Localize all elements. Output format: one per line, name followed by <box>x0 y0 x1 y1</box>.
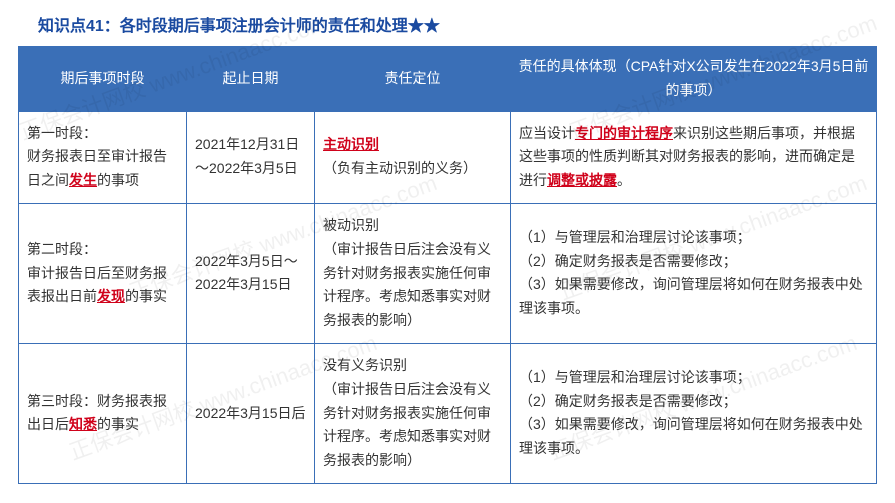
page-title: 知识点41：各时段期后事项注册会计师的责任和处理★★ <box>18 12 877 36</box>
cell-duty: 被动识别 （审计报告日后注会没有义务针对财务报表实施任何审计程序。考虑知悉事实对… <box>315 203 511 343</box>
col-header-dates: 起止日期 <box>187 47 315 112</box>
cell-detail: （1）与管理层和治理层讨论该事项； （2）确定财务报表是否需要修改； （3）如果… <box>511 343 877 483</box>
period-suffix: 的事实 <box>97 416 139 432</box>
period-suffix: 的事项 <box>97 172 139 188</box>
period-keyword: 发生 <box>69 172 97 188</box>
cell-dates: 2022年3月15日后 <box>187 343 315 483</box>
cell-detail: 应当设计专门的审计程序来识别这些期后事项，并根据这些事项的性质判断其对财务报表的… <box>511 111 877 203</box>
period-suffix: 的事实 <box>125 288 167 304</box>
detail-text-c: 。 <box>617 172 631 188</box>
cell-period: 第三时段：财务报表报出日后知悉的事实 <box>19 343 187 483</box>
detail-keyword-2: 调整或披露 <box>547 172 617 188</box>
duty-note: （审计报告日后注会没有义务针对财务报表实施任何审计程序。考虑知悉事实对财务报表的… <box>323 241 491 328</box>
title-stars: ★★ <box>408 18 440 35</box>
cell-period: 第一时段： 财务报表日至审计报告日之间发生的事项 <box>19 111 187 203</box>
period-prefix: 第二时段： <box>27 241 97 257</box>
duty-main: 被动识别 <box>323 217 379 233</box>
cell-duty: 没有义务识别 （审计报告日后注会没有义务针对财务报表实施任何审计程序。考虑知悉事… <box>315 343 511 483</box>
detail-text-a: 应当设计 <box>519 125 575 141</box>
duty-note: （负有主动识别的义务） <box>323 160 477 176</box>
duty-note: （审计报告日后注会没有义务针对财务报表实施任何审计程序。考虑知悉事实对财务报表的… <box>323 381 491 468</box>
subsequent-events-table: 期后事项时段 起止日期 责任定位 责任的具体体现（CPA针对X公司发生在2022… <box>18 46 877 484</box>
table-header-row: 期后事项时段 起止日期 责任定位 责任的具体体现（CPA针对X公司发生在2022… <box>19 47 877 112</box>
detail-keyword-1: 专门的审计程序 <box>575 125 673 141</box>
table-row: 第三时段：财务报表报出日后知悉的事实 2022年3月15日后 没有义务识别 （审… <box>19 343 877 483</box>
cell-dates: 2022年3月5日～2022年3月15日 <box>187 203 315 343</box>
col-header-duty: 责任定位 <box>315 47 511 112</box>
cell-dates: 2021年12月31日～2022年3月5日 <box>187 111 315 203</box>
cell-period: 第二时段： 审计报告日后至财务报表报出日前发现的事实 <box>19 203 187 343</box>
col-header-detail: 责任的具体体现（CPA针对X公司发生在2022年3月5日前的事项） <box>511 47 877 112</box>
table-row: 第二时段： 审计报告日后至财务报表报出日前发现的事实 2022年3月5日～202… <box>19 203 877 343</box>
table-row: 第一时段： 财务报表日至审计报告日之间发生的事项 2021年12月31日～202… <box>19 111 877 203</box>
period-keyword: 知悉 <box>69 416 97 432</box>
period-prefix: 第一时段： <box>27 125 97 141</box>
title-text: 知识点41：各时段期后事项注册会计师的责任和处理 <box>38 18 408 35</box>
cell-detail: （1）与管理层和治理层讨论该事项； （2）确定财务报表是否需要修改； （3）如果… <box>511 203 877 343</box>
col-header-period: 期后事项时段 <box>19 47 187 112</box>
period-keyword: 发现 <box>97 288 125 304</box>
duty-keyword: 主动识别 <box>323 136 379 152</box>
cell-duty: 主动识别 （负有主动识别的义务） <box>315 111 511 203</box>
duty-main: 没有义务识别 <box>323 357 407 373</box>
